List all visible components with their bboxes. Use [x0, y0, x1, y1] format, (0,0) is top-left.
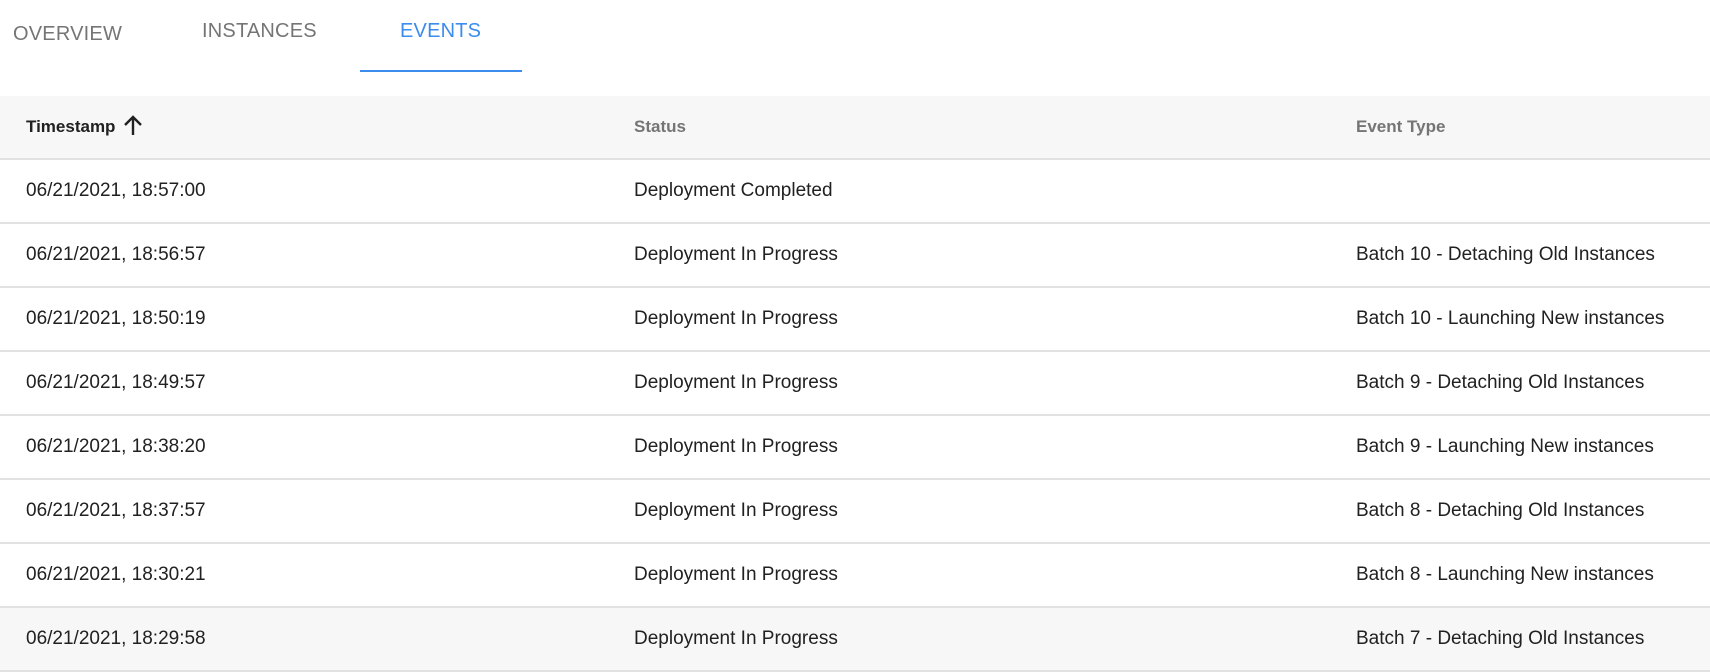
timestamp-cell: 06/21/2021, 18:30:21 [26, 564, 206, 585]
table-row[interactable]: 06/21/2021, 18:56:57 Deployment In Progre… [0, 224, 1710, 288]
column-header-timestamp[interactable]: Timestamp [26, 96, 145, 158]
event-type-cell: Batch 10 - Detaching Old Instances [1356, 244, 1655, 265]
table-row[interactable]: 06/21/2021, 18:38:20 Deployment In Progre… [0, 416, 1710, 480]
tab-bar: OVERVIEW INSTANCES EVENTS [0, 0, 1710, 96]
table-row[interactable]: 06/21/2021, 18:49:57 Deployment In Progre… [0, 352, 1710, 416]
column-header-status[interactable]: Status [634, 117, 686, 136]
timestamp-cell: 06/21/2021, 18:57:00 [26, 180, 206, 201]
status-cell: Deployment In Progress [634, 628, 838, 649]
status-cell: Deployment In Progress [634, 244, 838, 265]
column-header-event-type[interactable]: Event Type [1356, 117, 1446, 136]
table-row[interactable]: 06/21/2021, 18:57:00 Deployment Completed [0, 160, 1710, 224]
event-type-cell: Batch 8 - Detaching Old Instances [1356, 500, 1645, 521]
status-cell: Deployment In Progress [634, 436, 838, 457]
event-type-cell: Batch 9 - Detaching Old Instances [1356, 372, 1645, 393]
tab-events[interactable]: EVENTS [400, 20, 482, 42]
event-type-cell: Batch 7 - Detaching Old Instances [1356, 628, 1645, 649]
event-type-cell: Batch 9 - Launching New instances [1356, 436, 1654, 457]
table-body: 06/21/2021, 18:57:00 Deployment Completed… [0, 160, 1710, 672]
events-table: Timestamp Status Event Type 06/21/2021, … [0, 96, 1710, 672]
tab-instances[interactable]: INSTANCES [202, 20, 317, 42]
table-row[interactable]: 06/21/2021, 18:30:21 Deployment In Progre… [0, 544, 1710, 608]
active-tab-indicator [360, 70, 522, 72]
status-cell: Deployment Completed [634, 180, 833, 201]
column-label: Timestamp [26, 117, 116, 136]
timestamp-cell: 06/21/2021, 18:38:20 [26, 436, 206, 457]
event-type-cell: Batch 10 - Launching New instances [1356, 308, 1665, 329]
tab-overview[interactable]: OVERVIEW [13, 23, 123, 45]
table-row[interactable]: 06/21/2021, 18:29:58 Deployment In Progre… [0, 608, 1710, 672]
status-cell: Deployment In Progress [634, 500, 838, 521]
event-type-cell: Batch 8 - Launching New instances [1356, 564, 1654, 585]
timestamp-cell: 06/21/2021, 18:37:57 [26, 500, 206, 521]
status-cell: Deployment In Progress [634, 564, 838, 585]
table-row[interactable]: 06/21/2021, 18:37:57 Deployment In Progre… [0, 480, 1710, 544]
timestamp-cell: 06/21/2021, 18:49:57 [26, 372, 206, 393]
timestamp-cell: 06/21/2021, 18:56:57 [26, 244, 206, 265]
timestamp-cell: 06/21/2021, 18:29:58 [26, 628, 206, 649]
table-row[interactable]: 06/21/2021, 18:50:19 Deployment In Progre… [0, 288, 1710, 352]
status-cell: Deployment In Progress [634, 308, 838, 329]
status-cell: Deployment In Progress [634, 372, 838, 393]
table-header: Timestamp Status Event Type [0, 96, 1710, 160]
arrow-up-icon[interactable] [121, 114, 145, 138]
timestamp-cell: 06/21/2021, 18:50:19 [26, 308, 206, 329]
